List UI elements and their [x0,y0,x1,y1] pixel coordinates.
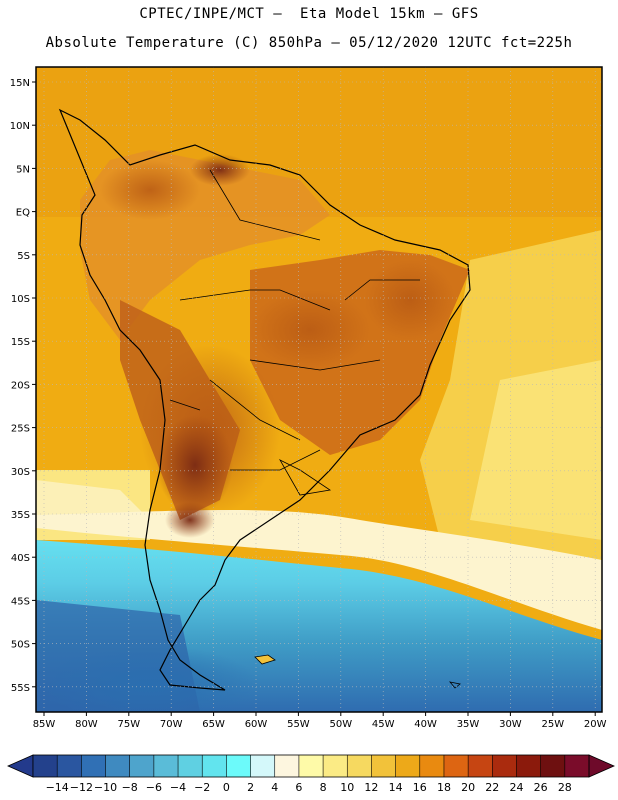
colorbar-swatch [443,755,469,777]
lon-tick-label: 45W [372,719,395,730]
pale-band [36,510,602,630]
colorbar-swatch [129,755,155,777]
colorbar-label: 8 [320,781,327,794]
lon-tick-label: 35W [457,719,480,730]
lat-tick-label: 30S [11,467,30,478]
colorbar-swatch [395,755,421,777]
atlantic-light [470,360,602,540]
lat-tick-label: 25S [11,424,30,435]
lon-tick-label: 65W [202,719,225,730]
colorbar-swatch [540,755,566,777]
colorbar-label: 20 [461,781,475,794]
colorbar-outline [32,754,590,778]
patagonia-north-core [165,502,215,538]
lat-tick-label: 15N [10,78,30,89]
colorbar-swatch [516,755,541,777]
river-plate [278,459,332,496]
colorbar-swatch [250,755,276,777]
colorbar-swatch [57,755,82,777]
lon-tick-label: 25W [541,719,564,730]
lat-tick-label: 5S [17,251,30,262]
lat-tick-label: 45S [11,596,30,607]
colorbar-swatch [323,755,348,777]
colorbar-label: 24 [509,781,523,794]
colorbar-swatch [564,755,590,777]
colorbar-label: −6 [146,781,162,794]
colorbar-label: −10 [94,781,117,794]
lat-tick-label: EQ [16,208,30,219]
colorbar-label: 10 [340,781,354,794]
colorbar-swatch [153,755,179,777]
hot-core [157,415,233,515]
colorbar-label: −4 [170,781,186,794]
colorbar-swatch [105,755,130,777]
colorbar-swatch [298,755,324,777]
lon-tick-label: 85W [33,719,56,730]
chart-title-line1: CPTEC/INPE/MCT – Eta Model 15km – GFS [139,6,479,22]
colorbar-label: 4 [271,781,278,794]
lon-tick-label: 55W [287,719,310,730]
colombia-core [100,160,200,220]
colorbar-over-arrow [588,754,615,778]
colorbar-swatch [371,755,396,777]
colorbar-swatch [178,755,203,777]
colorbar-label: 12 [364,781,378,794]
lon-tick-label: 70W [160,719,183,730]
colorbar-swatch [274,755,300,777]
lon-tick-label: 75W [117,719,140,730]
colorbar-label: −2 [194,781,210,794]
falklands [254,654,276,665]
longitude-axis: 85W 80W 75W 70W 65W 60W 55W 50W 45W 40W 35W 30W 25W 2… [33,712,607,730]
lon-tick-label: 60W [245,719,268,730]
colorbar-swatch [468,755,493,777]
lat-tick-label: 50S [11,640,30,651]
colorbar-swatch [226,755,251,777]
latitude-axis: 15N 10N 5N EQ 5S 10S 15S 20S 25S 30S 35S 40S 45S 50S 5… [10,78,36,694]
colorbar-label: −14 [46,781,69,794]
map-field [36,67,602,712]
lat-tick-label: 40S [11,553,30,564]
lon-tick-label: 80W [75,719,98,730]
colorbar-label: 18 [437,781,451,794]
venezuela-core [190,154,250,186]
pacific-pale [36,480,150,520]
colorbar-swatch [81,755,106,777]
colorbar-label: 14 [389,781,403,794]
lat-tick-label: 35S [11,510,30,521]
colorbar-label: 22 [485,781,499,794]
south-georgia [448,681,461,689]
lat-tick-label: 5N [16,164,30,175]
colorbar-label: 28 [558,781,572,794]
colorbar-swatch [492,755,517,777]
colorbar-swatch [202,755,227,777]
colorbar-label: −8 [122,781,138,794]
lat-tick-label: 20S [11,380,30,391]
brazil-core [250,290,370,370]
colorbar-swatch [347,755,372,777]
colorbar-label: 26 [534,781,548,794]
colorbar-label: 2 [247,781,254,794]
lon-tick-label: 50W [329,719,352,730]
borders [169,169,420,471]
lat-tick-label: 10S [11,294,30,305]
coastline [58,108,471,691]
map-frame [35,66,603,713]
lon-tick-label: 30W [499,719,522,730]
colorbar-label: 0 [223,781,230,794]
lon-tick-label: 40W [414,719,437,730]
lat-tick-label: 10N [10,121,30,132]
colorbar-under-arrow [7,754,34,778]
colorbar-label: −12 [70,781,93,794]
lat-tick-label: 15S [11,337,30,348]
chart-title-line2: Absolute Temperature (C) 850hPa – 05/12/… [45,35,573,51]
colorbar-label: 16 [413,781,427,794]
colorbar-swatch [33,755,58,777]
cold-core [40,645,260,712]
colorbar-swatch [419,755,445,777]
colorbar-label: 6 [295,781,302,794]
lon-tick-label: 20W [584,719,607,730]
lat-tick-label: 55S [11,683,30,694]
